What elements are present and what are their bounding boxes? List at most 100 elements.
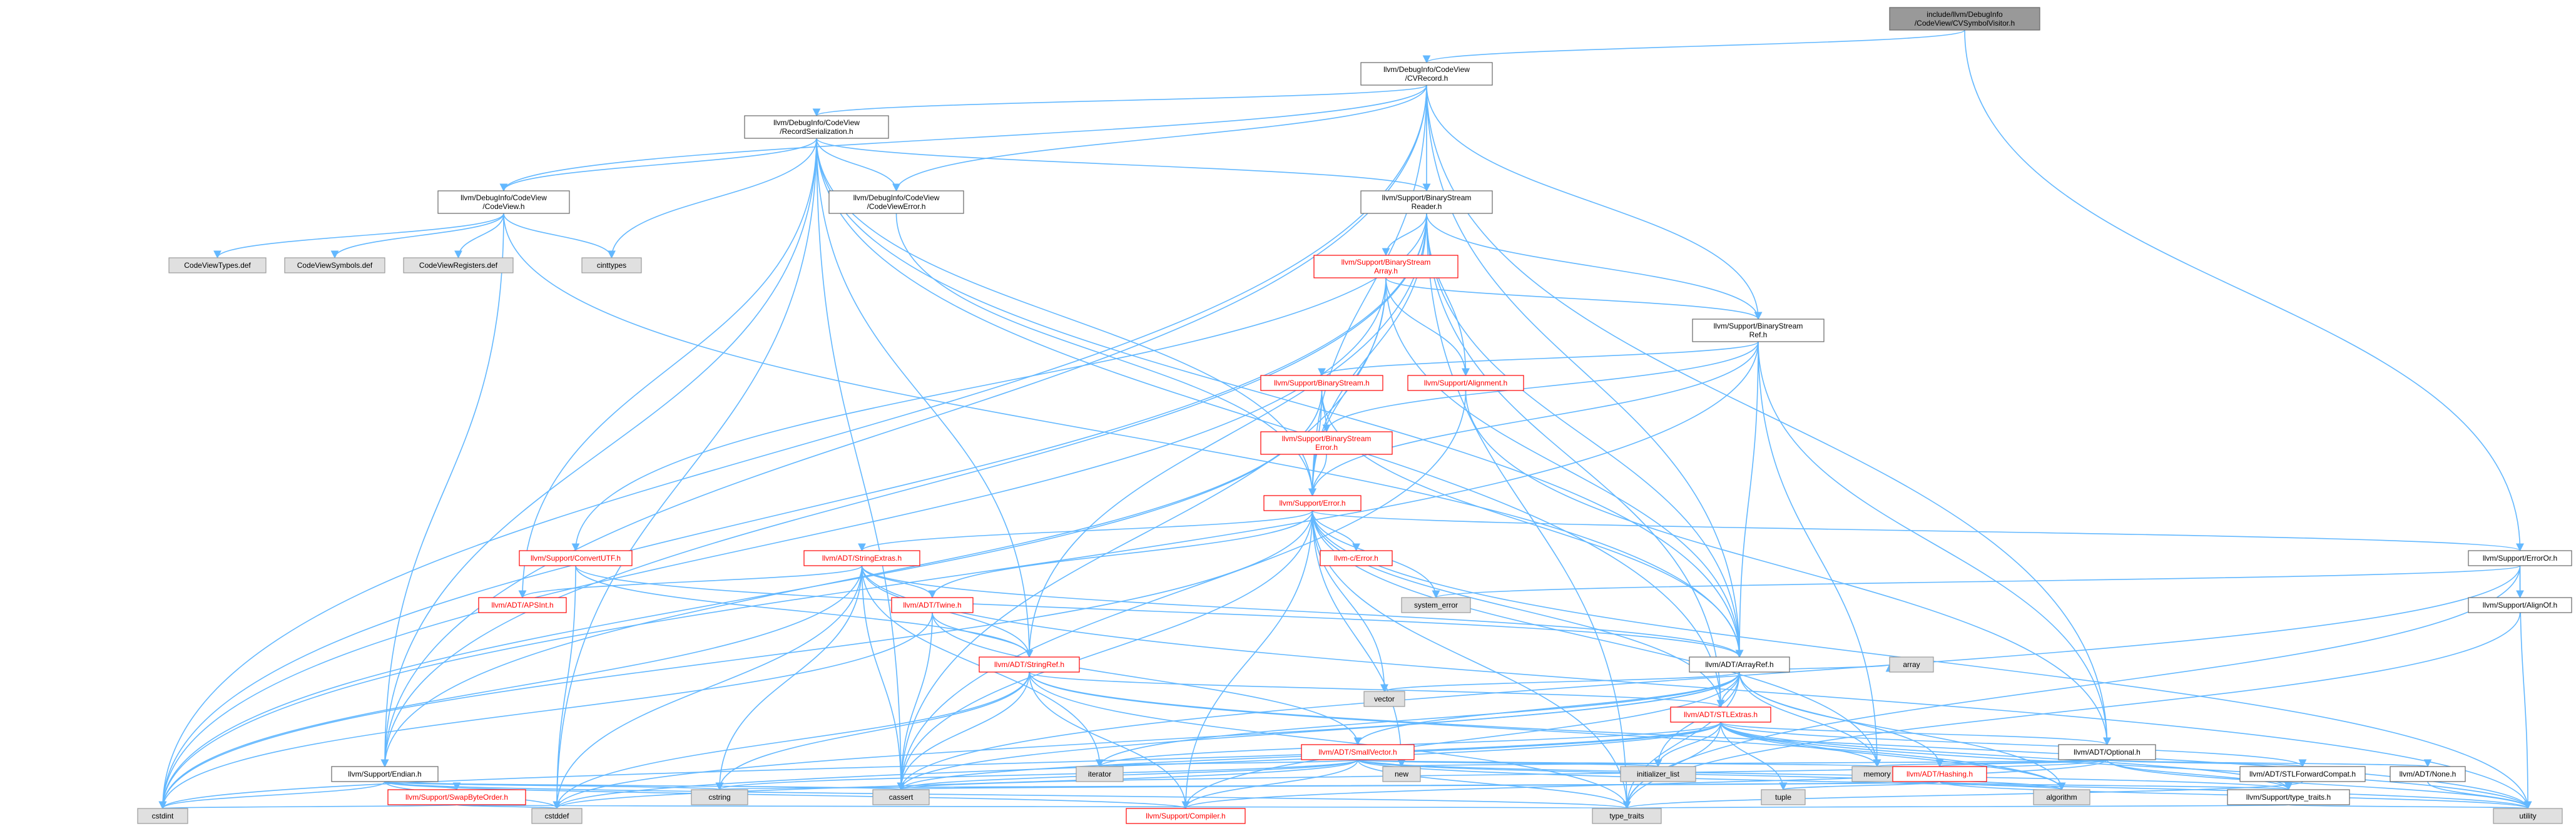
node-bstream[interactable]: llvm/Support/BinaryStream.h: [1260, 375, 1383, 391]
node-label-line: llvm/Support/BinaryStream.h: [1274, 379, 1370, 387]
node-new[interactable]: new: [1382, 766, 1421, 782]
node-label-line: llvm/ADT/Optional.h: [2074, 748, 2141, 757]
node-compiler[interactable]: llvm/Support/Compiler.h: [1126, 808, 1246, 824]
node-utility[interactable]: utility: [2493, 808, 2563, 824]
edge-cvrecord-to-codeview: [499, 84, 1427, 192]
node-cstring[interactable]: cstring: [691, 789, 748, 805]
node-label-line: llvm/ADT/SmallVector.h: [1318, 748, 1397, 757]
node-typetraitsh[interactable]: llvm/Support/type_traits.h: [2227, 789, 2350, 805]
node-box: [1692, 319, 1825, 342]
node-erroror[interactable]: llvm/Support/ErrorOr.h: [2468, 550, 2572, 566]
node-box: [2468, 597, 2572, 613]
edge-stringref-to-typetraits: [1029, 671, 1631, 810]
node-box: [331, 766, 439, 782]
edge-smallvector-to-cstring: [716, 759, 1358, 791]
node-box: [828, 190, 964, 214]
node-cvsymbols[interactable]: CodeViewSymbols.def: [284, 257, 385, 273]
node-box: [1263, 495, 1362, 511]
edge-stringref-to-cstring: [715, 671, 1030, 791]
node-cstddef[interactable]: cstddef: [531, 808, 583, 824]
node-box: [1313, 255, 1459, 278]
node-box: [387, 789, 526, 805]
node-label-line: cstddef: [545, 812, 569, 820]
edge-error-to-cassert: [897, 510, 1313, 791]
node-cvregisters[interactable]: CodeViewRegisters.def: [403, 257, 514, 273]
node-alignof[interactable]: llvm/Support/AlignOf.h: [2468, 597, 2572, 613]
edge-cvrecord-to-bsref: [1426, 84, 1763, 320]
node-box: [478, 597, 567, 613]
node-cverror[interactable]: llvm/DebugInfo/CodeView/CodeViewError.h: [828, 190, 964, 214]
node-optional[interactable]: llvm/ADT/Optional.h: [2058, 744, 2156, 760]
node-root[interactable]: include/llvm/DebugInfo/CodeView/CVSymbol…: [1889, 7, 2040, 31]
node-stlfwd[interactable]: llvm/ADT/STLForwardCompat.h: [2239, 766, 2366, 782]
node-cerror[interactable]: llvm-c/Error.h: [1320, 550, 1393, 566]
node-iterator[interactable]: iterator: [1076, 766, 1124, 782]
node-label-line: array: [1903, 660, 1920, 669]
node-label-line: cinttypes: [597, 261, 626, 270]
node-stringref[interactable]: llvm/ADT/StringRef.h: [979, 656, 1080, 673]
node-label-line: llvm/ADT/Twine.h: [903, 601, 961, 609]
node-box: [1407, 375, 1524, 391]
edge-hashing-to-cstring: [718, 781, 1940, 791]
edge-strextras-to-cstddef: [552, 565, 863, 810]
edge-error-to-strextras: [858, 510, 1313, 552]
node-cstdint[interactable]: cstdint: [137, 808, 188, 824]
node-box: [1892, 766, 1987, 782]
node-label-line: Error.h: [1315, 443, 1338, 452]
edge-cvrecord-to-recser: [813, 84, 1427, 117]
node-stlextras[interactable]: llvm/ADT/STLExtras.h: [1670, 706, 1771, 723]
node-strextras[interactable]: llvm/ADT/StringExtras.h: [803, 550, 920, 566]
node-label-line: llvm/DebugInfo/CodeView: [461, 193, 547, 202]
node-cvrecord[interactable]: llvm/DebugInfo/CodeView/CVRecord.h: [1360, 62, 1493, 86]
edge-stringref-to-stlextras: [1029, 671, 1724, 708]
edge-stlextras-to-cstdint: [159, 721, 1721, 810]
node-label-line: memory: [1863, 770, 1890, 778]
node-algorithm[interactable]: algorithm: [2033, 789, 2090, 805]
node-box: [1761, 789, 1806, 805]
node-cinttypes[interactable]: cinttypes: [581, 257, 642, 273]
node-endian[interactable]: llvm/Support/Endian.h: [331, 766, 439, 782]
node-alignment[interactable]: llvm/Support/Alignment.h: [1407, 375, 1524, 391]
edge-bsref-to-error: [1308, 341, 1759, 497]
edge-bsref-to-bstream: [1318, 341, 1759, 377]
edge-bsarray-to-cstdint: [158, 277, 1387, 810]
edge-cvrecord-to-endian: [380, 84, 1427, 768]
node-tuple[interactable]: tuple: [1761, 789, 1806, 805]
node-hashing[interactable]: llvm/ADT/Hashing.h: [1892, 766, 1987, 782]
node-twine[interactable]: llvm/ADT/Twine.h: [891, 597, 974, 613]
node-label-line: cassert: [889, 793, 914, 802]
node-arrayref[interactable]: llvm/ADT/ArrayRef.h: [1689, 656, 1790, 673]
node-cassert[interactable]: cassert: [872, 789, 930, 805]
node-none[interactable]: llvm/ADT/None.h: [2390, 766, 2466, 782]
node-array[interactable]: array: [1889, 656, 1934, 673]
edge-error-to-new: [1311, 510, 1406, 768]
node-box: [519, 550, 633, 566]
node-convutf[interactable]: llvm/Support/ConvertUTF.h: [519, 550, 633, 566]
node-vector[interactable]: vector: [1363, 691, 1405, 707]
dependency-edges: [158, 29, 2532, 810]
edge-smallvector-to-cassert: [897, 759, 1358, 791]
node-apsint[interactable]: llvm/ADT/APSInt.h: [478, 597, 567, 613]
node-error[interactable]: llvm/Support/Error.h: [1263, 495, 1362, 511]
edge-convutf-to-cstddef: [552, 565, 576, 810]
node-initlist[interactable]: initializer_list: [1620, 766, 1696, 782]
node-label-line: llvm/Support/BinaryStream: [1282, 434, 1372, 443]
edge-error-to-cstdint: [158, 510, 1313, 810]
edge-strextras-to-utility: [861, 565, 2532, 810]
edge-bsarray-to-arrayref: [1385, 277, 1744, 658]
node-smallvector[interactable]: llvm/ADT/SmallVector.h: [1301, 744, 1415, 760]
node-label-line: /RecordSerialization.h: [780, 127, 853, 136]
node-syserror[interactable]: system_error: [1401, 597, 1471, 613]
node-box: [979, 656, 1080, 673]
node-swapbyte[interactable]: llvm/Support/SwapByteOrder.h: [387, 789, 526, 805]
edge-bsref-to-bserror: [1322, 341, 1759, 433]
node-codeview[interactable]: llvm/DebugInfo/CodeView/CodeView.h: [437, 190, 570, 214]
node-cvtypes[interactable]: CodeViewTypes.def: [168, 257, 267, 273]
node-box: [1889, 7, 2040, 31]
node-recser[interactable]: llvm/DebugInfo/CodeView/RecordSerializat…: [744, 115, 889, 139]
node-typetraits[interactable]: type_traits: [1592, 808, 1662, 824]
